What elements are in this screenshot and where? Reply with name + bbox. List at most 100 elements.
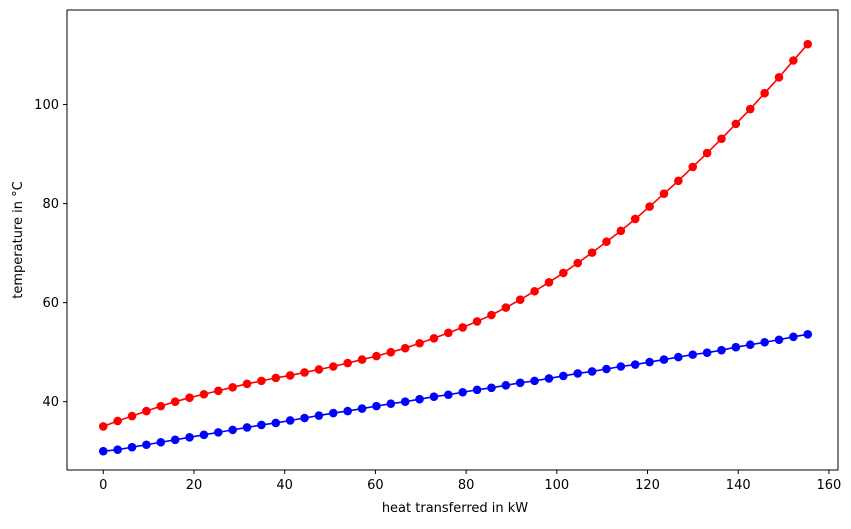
data-point (98, 446, 108, 456)
data-point (142, 440, 151, 450)
data-point (645, 357, 654, 367)
data-point (142, 406, 151, 416)
x-tick-label: 80 (458, 478, 475, 493)
data-point (487, 383, 496, 393)
data-point (630, 214, 640, 224)
data-point (515, 295, 525, 304)
data-point (760, 88, 769, 98)
data-point (458, 323, 468, 332)
data-point (602, 364, 611, 374)
data-point (501, 303, 511, 312)
data-point (214, 428, 223, 437)
data-point (415, 338, 424, 348)
y-axis-ticks: 40 60 80 100 (34, 98, 67, 410)
data-point (285, 416, 295, 425)
data-point (544, 278, 554, 287)
data-point (530, 286, 539, 296)
data-point (573, 369, 583, 378)
series-2 (98, 330, 813, 456)
x-tick-label: 140 (726, 478, 751, 493)
data-point (357, 404, 367, 413)
data-point (458, 387, 468, 397)
data-point (242, 379, 252, 389)
data-point (242, 423, 252, 432)
data-point (472, 317, 482, 326)
data-point (271, 418, 281, 428)
y-tick-label: 60 (42, 296, 59, 311)
data-point (587, 367, 597, 376)
data-point (702, 148, 712, 158)
data-point (285, 371, 295, 380)
data-point (803, 39, 813, 49)
data-point (688, 350, 698, 359)
data-point (113, 445, 122, 455)
x-tick-label: 40 (276, 478, 293, 493)
plot-area (66, 9, 839, 471)
data-point (228, 383, 237, 392)
y-tick-label: 100 (34, 98, 59, 113)
data-point (400, 343, 410, 353)
data-point (170, 435, 180, 445)
data-point (156, 437, 166, 447)
data-point (616, 362, 626, 371)
x-tick-label: 20 (186, 478, 203, 493)
data-point (343, 406, 352, 416)
data-point (228, 425, 237, 435)
data-point (717, 345, 726, 355)
data-point (674, 352, 683, 362)
data-point (559, 371, 568, 381)
data-point (257, 376, 266, 386)
data-point (487, 310, 496, 320)
x-tick-label: 60 (367, 478, 384, 493)
x-axis-label: heat transferred in kW (382, 501, 528, 516)
data-point (429, 333, 439, 343)
data-point (573, 258, 583, 268)
data-point (602, 237, 611, 247)
data-point (429, 392, 439, 402)
data-point (372, 351, 381, 361)
data-point (731, 119, 741, 129)
data-point (127, 411, 137, 421)
data-point (329, 408, 338, 418)
data-point (329, 362, 338, 371)
data-point (271, 373, 281, 383)
x-tick-label: 160 (817, 478, 842, 493)
data-point (587, 248, 597, 257)
data-point (314, 365, 324, 374)
x-tick-label: 120 (635, 478, 660, 493)
data-point (674, 176, 683, 186)
series-layer (98, 39, 813, 456)
data-point (702, 348, 712, 357)
data-point (559, 268, 568, 278)
data-point (113, 416, 122, 426)
data-point (170, 397, 180, 406)
data-point (386, 399, 396, 408)
data-point (127, 442, 137, 452)
data-point (645, 202, 654, 211)
data-point (444, 328, 453, 338)
data-point (501, 381, 511, 390)
data-point (300, 368, 309, 377)
data-point (185, 393, 194, 403)
data-point (357, 355, 367, 364)
data-point (257, 420, 266, 430)
data-point (717, 134, 726, 144)
data-point (760, 337, 769, 347)
data-point (98, 422, 108, 431)
plot-frame (66, 9, 839, 471)
y-tick-label: 40 (42, 395, 59, 410)
y-axis-label: temperature in °C (11, 181, 26, 298)
data-point (630, 360, 640, 369)
data-point (214, 386, 223, 396)
data-point (156, 401, 166, 411)
data-point (444, 390, 453, 400)
data-point (199, 389, 209, 399)
data-point (314, 411, 324, 420)
data-point (745, 340, 755, 350)
data-point (515, 378, 525, 388)
data-point (774, 73, 784, 82)
data-point (659, 189, 669, 198)
data-point (300, 413, 309, 423)
